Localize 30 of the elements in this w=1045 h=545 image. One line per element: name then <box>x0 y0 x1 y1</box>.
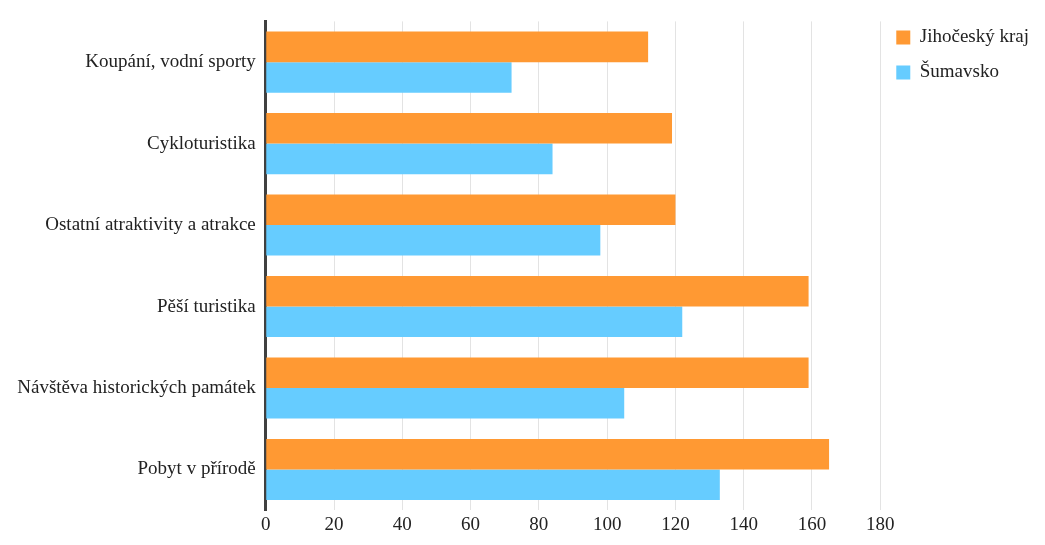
x-tick-label: 40 <box>392 512 412 534</box>
bar <box>266 143 553 175</box>
bar <box>266 388 625 419</box>
bar <box>266 306 683 338</box>
y-tick-label: Cykloturistika <box>147 131 257 153</box>
x-tick-label: 20 <box>324 512 344 534</box>
y-tick-label: Koupání, vodní sporty <box>85 50 257 72</box>
bar <box>266 31 649 63</box>
y-tick-label: Návštěva historických památek <box>17 375 257 397</box>
y-tick-label: Pobyt v přírodě <box>137 457 256 479</box>
bar <box>266 357 809 388</box>
y-tick-label: Pěší turistika <box>157 294 257 316</box>
bar <box>266 275 809 307</box>
bar <box>266 225 601 256</box>
bar <box>266 194 676 226</box>
bar <box>266 438 830 470</box>
x-tick-label: 0 <box>261 512 271 534</box>
x-tick-label: 180 <box>866 512 895 534</box>
x-tick-label: 140 <box>729 512 758 534</box>
legend-label: Šumavsko <box>919 60 999 82</box>
y-tick-label: Ostatní atraktivity a atrakce <box>45 213 256 235</box>
x-tick-label: 100 <box>592 512 622 534</box>
bar <box>266 62 512 93</box>
x-tick-label: 160 <box>797 512 827 534</box>
x-tick-label: 120 <box>661 512 690 534</box>
bar <box>266 113 673 144</box>
bar <box>266 469 720 501</box>
x-tick-label: 80 <box>529 512 549 534</box>
legend-label: Jihočeský kraj <box>919 25 1030 47</box>
x-tick-label: 60 <box>461 512 481 534</box>
